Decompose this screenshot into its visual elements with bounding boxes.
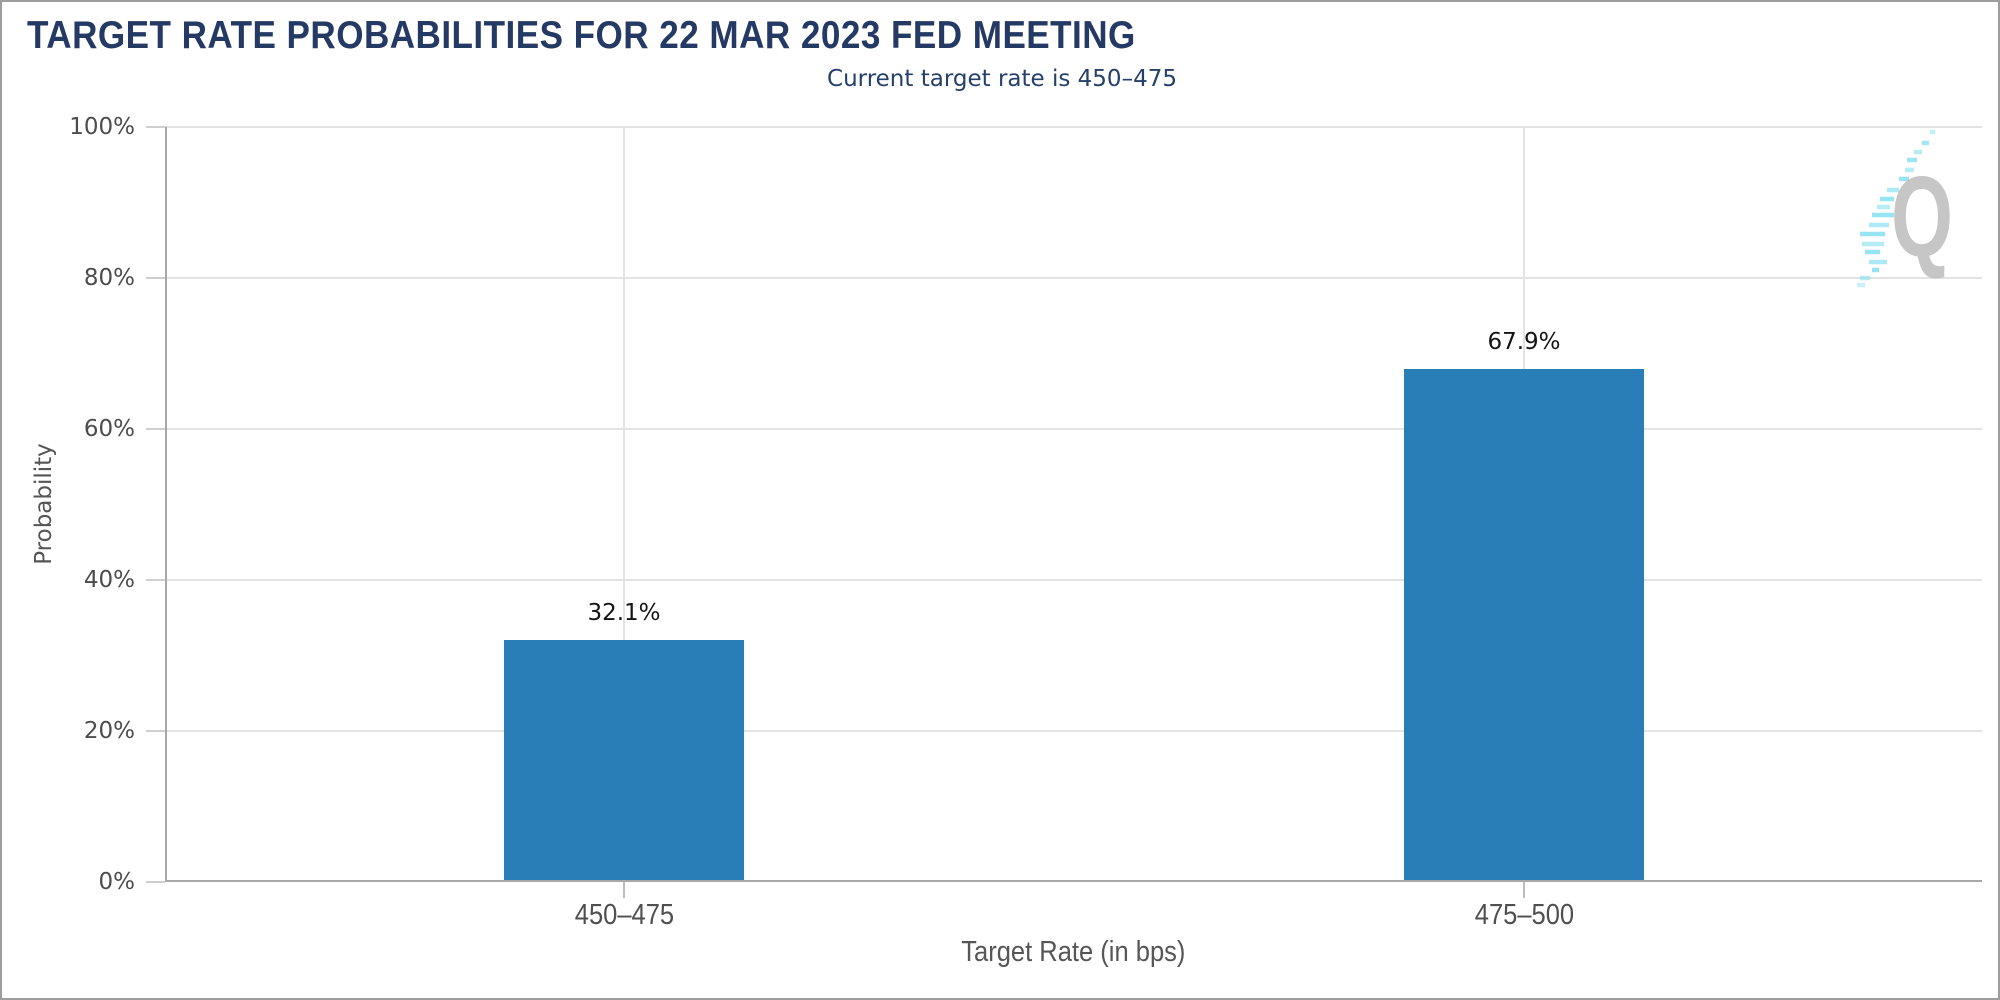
chart-title: TARGET RATE PROBABILITIES FOR 22 MAR 202…	[27, 14, 1136, 57]
y-tick-mark	[146, 277, 165, 279]
plot-area: 0% 20% 40% 60% 80% 100% 32.1% 450–475 67.9% 4…	[69, 114, 1982, 931]
horizontal-gridline	[165, 126, 1982, 128]
x-axis-line	[165, 880, 1982, 882]
y-tick-mark	[146, 881, 165, 883]
y-tick-mark	[146, 126, 165, 128]
y-tick-label: 20%	[83, 718, 135, 744]
y-tick-label: 40%	[83, 567, 135, 593]
x-category-label: 475–500	[1374, 899, 1674, 932]
chart-subtitle: Current target rate is 450–475	[827, 66, 1177, 92]
y-axis-line	[165, 127, 167, 882]
y-tick-mark	[146, 579, 165, 581]
y-tick-label: 80%	[83, 265, 135, 291]
y-axis-title: Probability	[31, 443, 57, 565]
y-tick-label: 100%	[69, 114, 135, 140]
y-tick-label: 60%	[83, 416, 135, 442]
quikstrike-watermark-logo: Q	[1857, 129, 1953, 288]
x-tick-mark	[623, 882, 625, 898]
y-tick-mark	[146, 730, 165, 732]
horizontal-gridline	[165, 428, 1982, 430]
x-category-label: 450–475	[474, 899, 774, 932]
probability-bar-450-475[interactable]	[504, 640, 744, 882]
x-axis-title-text: Target Rate (in bps)	[961, 936, 1186, 968]
x-axis-title: Target Rate (in bps)	[165, 936, 1982, 969]
y-tick-label: 0%	[98, 869, 136, 895]
horizontal-gridline	[165, 277, 1982, 279]
x-category-text: 450–475	[574, 899, 674, 931]
x-category-text: 475–500	[1474, 899, 1574, 931]
probability-bar-475-500[interactable]	[1404, 369, 1644, 882]
gridline-layer: 0% 20% 40% 60% 80% 100%	[69, 114, 1982, 895]
logo-q-letter: Q	[1891, 154, 1953, 281]
horizontal-gridline	[165, 579, 1982, 581]
horizontal-gridline	[165, 730, 1982, 732]
logo-dashes	[1857, 129, 1935, 288]
y-tick-mark	[146, 428, 165, 430]
x-tick-mark	[1523, 882, 1525, 898]
